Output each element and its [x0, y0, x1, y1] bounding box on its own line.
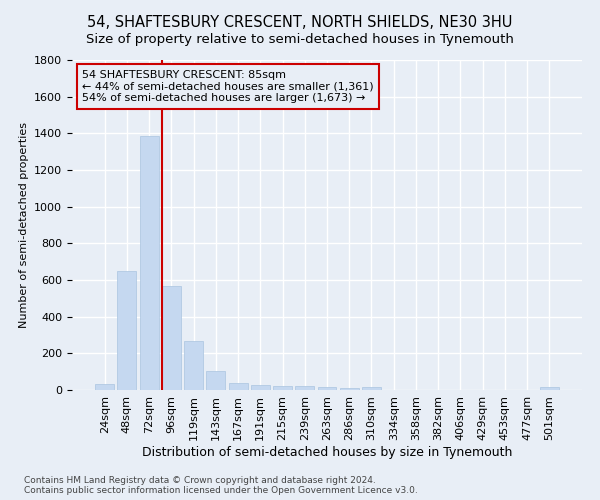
Bar: [362, 388, 381, 390]
Y-axis label: Number of semi-detached properties: Number of semi-detached properties: [19, 122, 29, 328]
Text: Contains HM Land Registry data © Crown copyright and database right 2024.
Contai: Contains HM Land Registry data © Crown c…: [24, 476, 418, 495]
Bar: [251, 385, 270, 390]
Bar: [317, 387, 337, 390]
Bar: [184, 342, 203, 390]
Bar: [340, 388, 359, 390]
Bar: [273, 386, 292, 390]
Bar: [206, 371, 225, 390]
Bar: [118, 271, 136, 390]
Text: 54 SHAFTESBURY CRESCENT: 85sqm
← 44% of semi-detached houses are smaller (1,361): 54 SHAFTESBURY CRESCENT: 85sqm ← 44% of …: [82, 70, 374, 103]
Text: 54, SHAFTESBURY CRESCENT, NORTH SHIELDS, NE30 3HU: 54, SHAFTESBURY CRESCENT, NORTH SHIELDS,…: [88, 15, 512, 30]
X-axis label: Distribution of semi-detached houses by size in Tynemouth: Distribution of semi-detached houses by …: [142, 446, 512, 458]
Bar: [295, 386, 314, 390]
Bar: [140, 136, 158, 390]
Text: Size of property relative to semi-detached houses in Tynemouth: Size of property relative to semi-detach…: [86, 32, 514, 46]
Bar: [229, 383, 248, 390]
Bar: [540, 388, 559, 390]
Bar: [95, 384, 114, 390]
Bar: [162, 286, 181, 390]
